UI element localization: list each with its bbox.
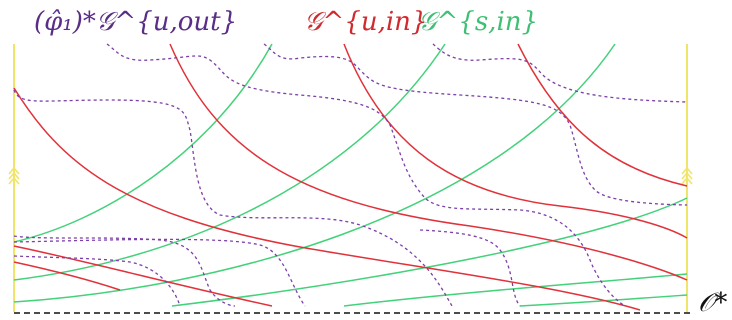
stable-incoming-curve-4 xyxy=(171,197,688,307)
unstable-incoming-curve-6 xyxy=(13,261,121,291)
left-boundary-arrows xyxy=(8,166,20,185)
label-unstable-incoming: 𝒢^{u,in} xyxy=(304,7,427,37)
pushforward-curves xyxy=(13,43,688,307)
stable-incoming-curve-2 xyxy=(13,43,446,281)
stable-incoming-curve-3 xyxy=(13,43,616,303)
boundary-lines xyxy=(8,44,693,312)
stable-incoming-curve-6 xyxy=(519,294,688,307)
pushforward-curve-8 xyxy=(419,229,521,307)
label-stable-incoming: 𝒢^{s,in} xyxy=(418,7,538,37)
pushforward-curve-7 xyxy=(13,255,181,307)
unstable-incoming-curve-5 xyxy=(13,245,273,307)
stable-incoming-curves xyxy=(13,43,688,307)
pushforward-curve-6 xyxy=(13,238,306,307)
right-boundary-arrows xyxy=(681,166,693,185)
pushforward-curve-5 xyxy=(13,235,236,307)
pushforward-curve-2 xyxy=(106,43,626,307)
unstable-incoming-curve-2 xyxy=(169,43,688,281)
unstable-incoming-curve-3 xyxy=(343,43,688,239)
pushforward-curve-1 xyxy=(13,89,453,307)
stable-incoming-curve-1 xyxy=(13,43,273,243)
unstable-incoming-curves xyxy=(13,43,688,311)
unstable-incoming-curve-1 xyxy=(13,87,641,311)
label-orbit: 𝒪* xyxy=(698,288,727,318)
pushforward-curve-4 xyxy=(432,43,688,103)
label-pushforward-unstable-outgoing: (φ̂₁)*𝒢^{u,out} xyxy=(34,7,237,37)
unstable-incoming-curve-4 xyxy=(517,43,688,187)
pushforward-curve-3 xyxy=(263,43,688,206)
stable-incoming-curve-5 xyxy=(343,273,688,307)
